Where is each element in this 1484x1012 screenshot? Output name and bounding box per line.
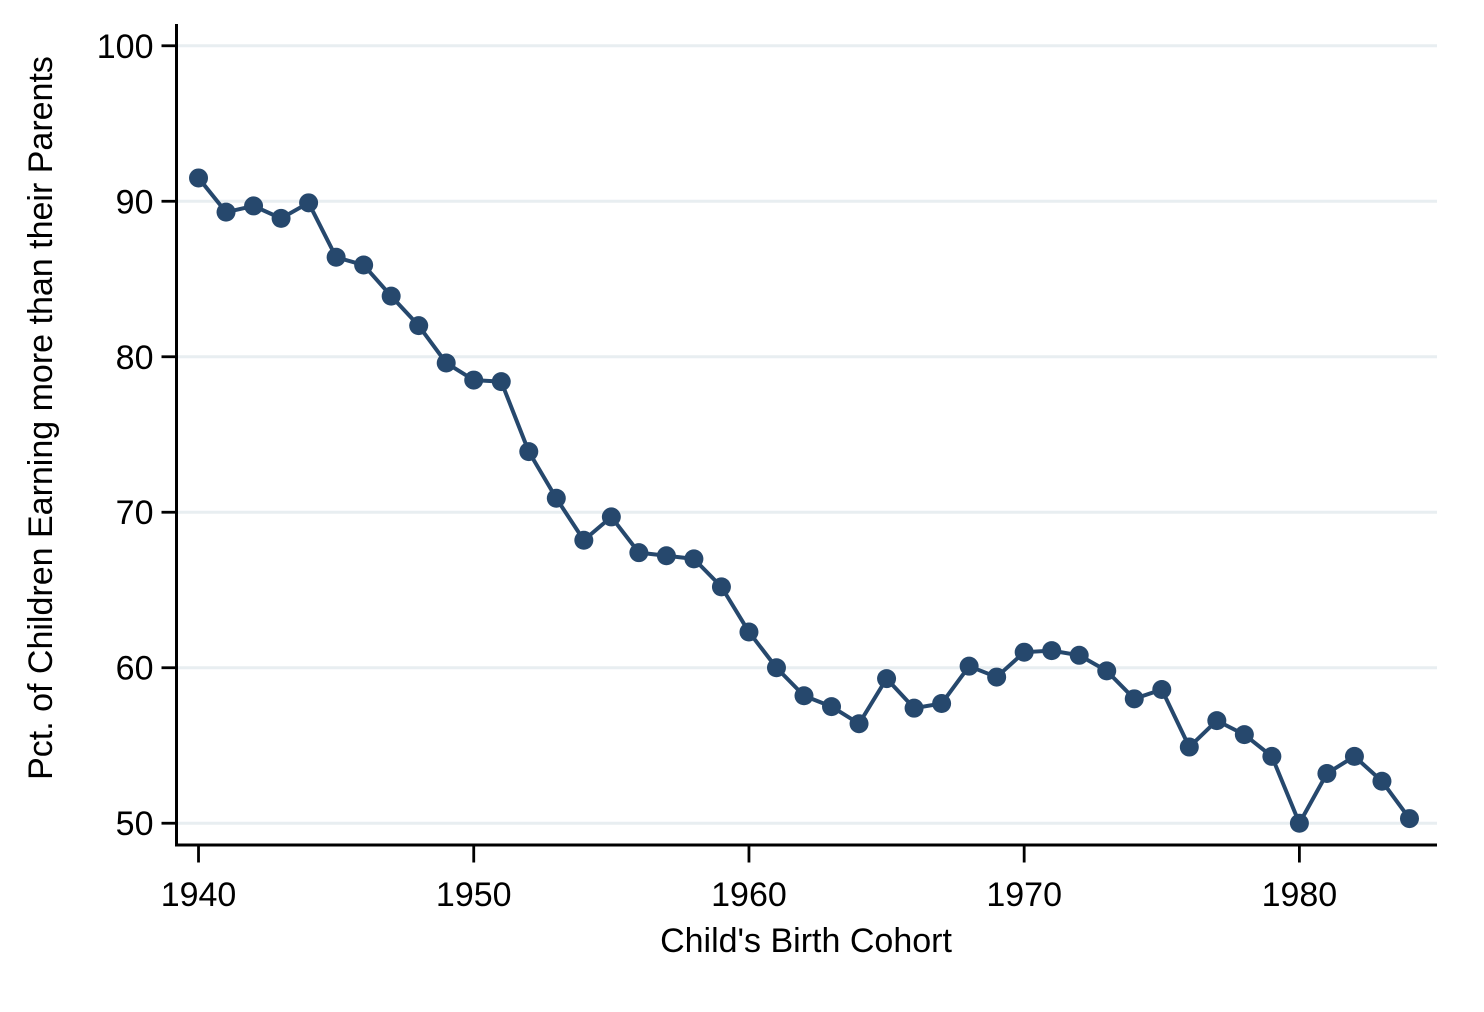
data-point [822,697,842,717]
data-point [656,546,676,566]
data-point [1179,737,1199,757]
data-point [546,488,566,508]
x-tick-label: 1960 [711,876,787,914]
y-tick-label: 50 [116,805,154,843]
data-point [794,686,814,706]
data-point [739,622,759,642]
data-point [1124,689,1144,709]
data-point [877,669,897,689]
data-point [629,543,649,563]
data-point [1152,680,1172,700]
data-point [711,577,731,597]
data-point [436,353,456,373]
data-point [299,193,319,213]
axis-layer: 50 60 70 80 90 100 1940 1950 1960 1970 1980 [97,24,1437,914]
y-tick-label: 70 [116,494,154,532]
data-series [189,168,1419,833]
data-point [601,507,621,527]
series-line [196,175,1412,826]
data-point [1207,711,1227,731]
data-point [381,286,401,306]
data-point [271,208,291,228]
data-point [1372,771,1392,791]
x-tick-label: 1940 [161,876,237,914]
data-point [519,442,539,462]
data-point [684,549,704,569]
data-point [1344,746,1364,766]
data-point [326,247,346,267]
y-tick-label: 90 [116,183,154,221]
data-point [574,530,594,550]
data-point [244,196,264,216]
data-point [409,316,429,336]
data-point [464,370,484,390]
data-point [1399,809,1419,829]
data-point [354,255,374,275]
data-point [1289,813,1309,833]
data-point [959,656,979,676]
y-tick-label: 80 [116,339,154,377]
data-point [1262,746,1282,766]
data-point [904,698,924,718]
y-axis-title: Pct. of Children Earning more than their… [22,56,60,780]
x-tick-label: 1950 [436,876,512,914]
grid-layer [177,44,1437,825]
data-point [1097,661,1117,681]
y-tick-label: 100 [97,28,154,66]
data-point [849,714,869,734]
x-tick-label: 1980 [1262,876,1338,914]
x-tick-label: 1970 [986,876,1062,914]
x-axis-title: Child's Birth Cohort [660,922,952,960]
data-point [1014,642,1034,662]
y-tick-label: 60 [116,650,154,688]
data-point [189,168,209,188]
data-point [987,667,1007,687]
data-point [1317,763,1337,783]
data-point [491,372,511,392]
data-point [766,658,786,678]
data-point [1042,641,1062,661]
data-point [1069,645,1089,665]
data-point [932,694,952,714]
data-point [1234,725,1254,745]
data-point [216,202,236,222]
